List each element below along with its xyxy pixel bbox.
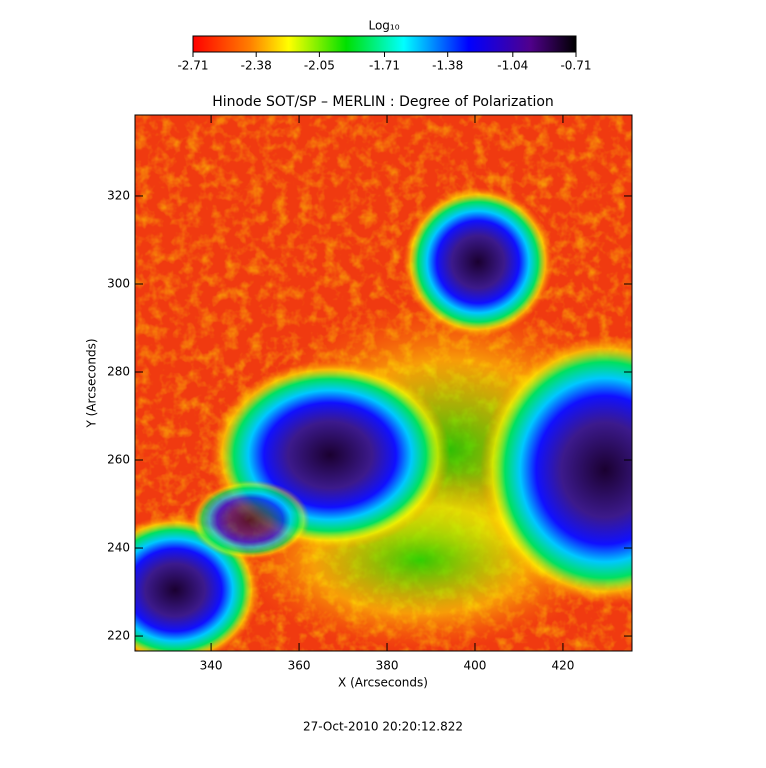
colorbar-label: Log₁₀ (368, 19, 399, 33)
colorbar-tick-label: -1.04 (497, 59, 528, 73)
y-tick-label: 260 (107, 453, 130, 467)
x-tick-label: 340 (200, 659, 223, 673)
x-tick-label: 360 (288, 659, 311, 673)
y-tick-label: 240 (107, 541, 130, 555)
x-tick-label: 420 (551, 659, 574, 673)
y-tick-label: 220 (107, 629, 130, 643)
y-tick-label: 300 (107, 276, 130, 290)
chart-title: Hinode SOT/SP – MERLIN : Degree of Polar… (212, 94, 554, 110)
y-axis-label: Y (Arcseconds) (85, 338, 99, 428)
colorbar (192, 35, 577, 53)
colorbar-tick-label: -0.71 (560, 59, 591, 73)
colorbar-tick-label: -2.38 (241, 59, 272, 73)
colorbar-tick-label: -2.05 (304, 59, 335, 73)
x-tick-label: 400 (464, 659, 487, 673)
colorbar-tick-label: -1.71 (369, 59, 400, 73)
plot-frame (134, 114, 633, 652)
footer-date: 27-Oct-2010 20:20:12.822 (303, 720, 463, 734)
y-tick-label: 320 (107, 188, 130, 202)
colorbar-tick-label: -2.71 (177, 59, 208, 73)
y-tick-label: 280 (107, 364, 130, 378)
image (135, 115, 632, 651)
x-tick-label: 380 (376, 659, 399, 673)
colorbar-tick-label: -1.38 (432, 59, 463, 73)
x-axis-label: X (Arcseconds) (338, 676, 428, 690)
